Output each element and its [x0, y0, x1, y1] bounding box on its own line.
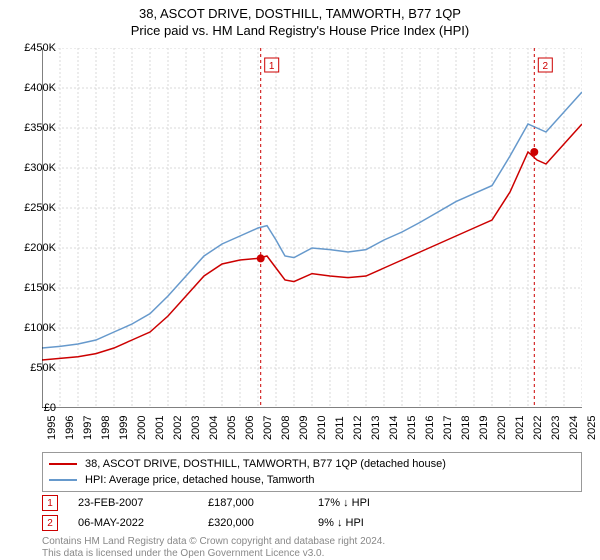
- y-tick-label: £150K: [6, 282, 56, 294]
- footer-line-1: Contains HM Land Registry data © Crown c…: [42, 536, 385, 548]
- x-tick-label: 2014: [388, 416, 400, 440]
- x-tick-label: 2008: [280, 416, 292, 440]
- x-tick-label: 2016: [424, 416, 436, 440]
- x-tick-label: 2002: [172, 416, 184, 440]
- x-tick-label: 1998: [100, 416, 112, 440]
- x-tick-label: 2004: [208, 416, 220, 440]
- y-tick-label: £450K: [6, 42, 56, 54]
- x-tick-label: 1995: [46, 416, 58, 440]
- legend-label-2: HPI: Average price, detached house, Tamw…: [85, 474, 315, 486]
- y-tick-label: £300K: [6, 162, 56, 174]
- legend-swatch-2: [49, 479, 77, 481]
- y-tick-label: £200K: [6, 242, 56, 254]
- x-tick-label: 1997: [82, 416, 94, 440]
- y-tick-label: £50K: [6, 362, 56, 374]
- legend-swatch-1: [49, 463, 77, 465]
- x-tick-label: 2013: [370, 416, 382, 440]
- chart-plot-area: 12: [42, 48, 582, 408]
- y-tick-label: £0: [6, 402, 56, 414]
- marker-event-row: 2 06-MAY-2022 £320,000 9% ↓ HPI: [42, 514, 582, 532]
- y-tick-label: £100K: [6, 322, 56, 334]
- footer-attribution: Contains HM Land Registry data © Crown c…: [42, 536, 385, 560]
- event-marker-num: 1: [47, 498, 53, 509]
- x-tick-label: 1996: [64, 416, 76, 440]
- x-tick-label: 2007: [262, 416, 274, 440]
- x-tick-label: 2020: [496, 416, 508, 440]
- x-tick-label: 2000: [136, 416, 148, 440]
- legend-box: 38, ASCOT DRIVE, DOSTHILL, TAMWORTH, B77…: [42, 452, 582, 492]
- event-marker-box-1: 1: [42, 495, 58, 511]
- event-price: £187,000: [208, 497, 318, 509]
- event-date: 23-FEB-2007: [78, 497, 208, 509]
- x-tick-label: 2005: [226, 416, 238, 440]
- x-tick-label: 2025: [586, 416, 598, 440]
- legend-row: 38, ASCOT DRIVE, DOSTHILL, TAMWORTH, B77…: [49, 456, 575, 472]
- x-tick-label: 2009: [298, 416, 310, 440]
- x-tick-label: 2010: [316, 416, 328, 440]
- x-tick-label: 2015: [406, 416, 418, 440]
- svg-text:2: 2: [543, 61, 549, 72]
- x-tick-label: 2017: [442, 416, 454, 440]
- footer-line-2: This data is licensed under the Open Gov…: [42, 548, 385, 560]
- chart-titles: 38, ASCOT DRIVE, DOSTHILL, TAMWORTH, B77…: [0, 0, 600, 38]
- x-tick-label: 1999: [118, 416, 130, 440]
- x-tick-label: 2022: [532, 416, 544, 440]
- legend-row: HPI: Average price, detached house, Tamw…: [49, 472, 575, 488]
- x-tick-label: 2021: [514, 416, 526, 440]
- event-delta: 17% ↓ HPI: [318, 497, 370, 509]
- y-tick-label: £250K: [6, 202, 56, 214]
- event-date: 06-MAY-2022: [78, 517, 208, 529]
- marker-event-row: 1 23-FEB-2007 £187,000 17% ↓ HPI: [42, 494, 582, 512]
- title-subtitle: Price paid vs. HM Land Registry's House …: [0, 23, 600, 38]
- y-tick-label: £400K: [6, 82, 56, 94]
- chart-container: 38, ASCOT DRIVE, DOSTHILL, TAMWORTH, B77…: [0, 0, 600, 560]
- y-tick-label: £350K: [6, 122, 56, 134]
- x-tick-label: 2001: [154, 416, 166, 440]
- x-tick-label: 2003: [190, 416, 202, 440]
- x-tick-label: 2006: [244, 416, 256, 440]
- event-price: £320,000: [208, 517, 318, 529]
- event-delta: 9% ↓ HPI: [318, 517, 364, 529]
- x-tick-label: 2019: [478, 416, 490, 440]
- x-tick-label: 2011: [334, 416, 346, 440]
- event-marker-box-2: 2: [42, 515, 58, 531]
- x-tick-label: 2023: [550, 416, 562, 440]
- svg-text:1: 1: [269, 61, 275, 72]
- x-tick-label: 2012: [352, 416, 364, 440]
- x-tick-label: 2024: [568, 416, 580, 440]
- event-marker-num: 2: [47, 518, 53, 529]
- x-tick-label: 2018: [460, 416, 472, 440]
- title-address: 38, ASCOT DRIVE, DOSTHILL, TAMWORTH, B77…: [0, 6, 600, 21]
- legend-label-1: 38, ASCOT DRIVE, DOSTHILL, TAMWORTH, B77…: [85, 458, 446, 470]
- chart-svg: 12: [42, 48, 582, 408]
